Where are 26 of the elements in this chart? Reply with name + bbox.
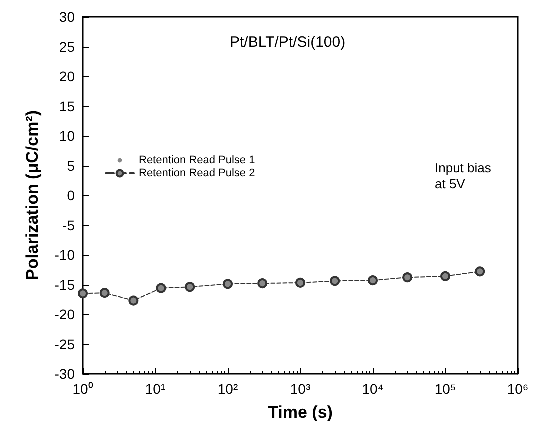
x-tick-label: 10⁶ <box>507 381 529 397</box>
x-axis-title: Time (s) <box>268 403 333 422</box>
x-tick-label: 10⁴ <box>362 381 384 397</box>
y-tick-label: -30 <box>54 366 76 382</box>
y-tick-label: 5 <box>67 158 76 174</box>
x-tick-label: 10⁰ <box>72 381 94 397</box>
y-tick-label: 25 <box>59 38 76 55</box>
legend-label: Retention Read Pulse 1 <box>139 154 256 166</box>
y-tick-label: 15 <box>59 98 76 114</box>
y-axis-title: Polarization (μC/cm²) <box>23 110 42 281</box>
x-tick-label: 10⁵ <box>434 381 456 397</box>
y-tick-label: 0 <box>67 188 76 204</box>
y-tick-label: -15 <box>54 276 76 293</box>
y-tick-label: -25 <box>54 336 76 352</box>
y-tick-label: -5 <box>62 217 76 234</box>
annotation: Input bias at 5V <box>435 160 495 192</box>
y-tick-label: -20 <box>54 306 76 322</box>
x-tick-label: 10¹ <box>145 381 166 397</box>
y-tick-label: 20 <box>59 68 76 84</box>
x-tick-label: 10³ <box>290 381 311 397</box>
y-tick-label: 10 <box>59 128 76 144</box>
x-tick-label: 10² <box>218 381 238 397</box>
text: Pt/BLT/Pt/Si(100) <box>230 34 346 51</box>
y-tick-label: -10 <box>54 247 76 263</box>
y-tick-label: 30 <box>59 9 76 25</box>
legend-label: Retention Read Pulse 2 <box>139 168 256 180</box>
